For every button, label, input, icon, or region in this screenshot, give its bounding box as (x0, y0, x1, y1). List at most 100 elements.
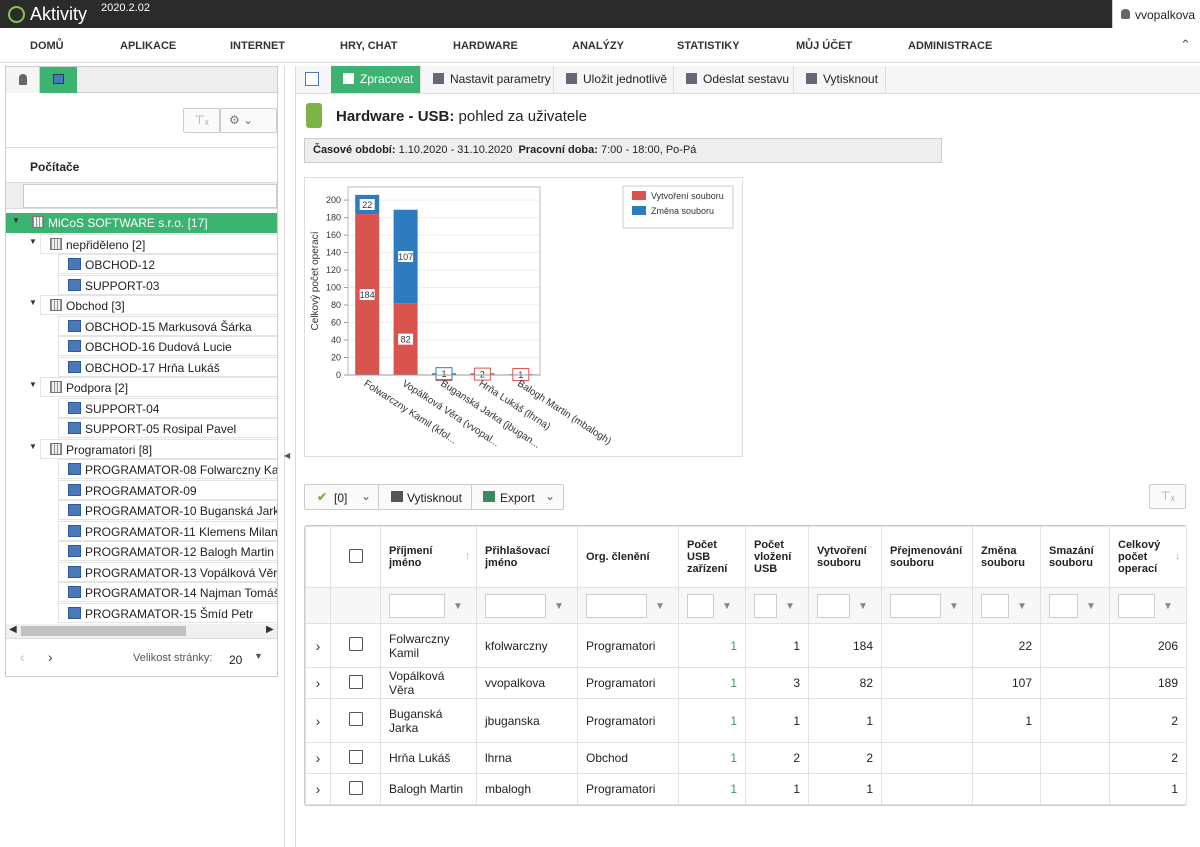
filter-icon[interactable]: ▼ (655, 600, 665, 612)
scroll-right[interactable]: ▶ (266, 624, 274, 635)
tree-label[interactable]: OBCHOD-15 Markusová Šárka (85, 319, 252, 334)
tree-toggle[interactable]: ▼ (12, 216, 20, 225)
tree-label[interactable]: MiCoS SOFTWARE s.r.o. [17] (48, 216, 208, 230)
tree-label[interactable]: Obchod [3] (66, 299, 125, 313)
tab-users[interactable] (6, 67, 40, 93)
tree-node[interactable]: Podpora [2] (40, 377, 277, 397)
checkbox[interactable] (348, 749, 363, 764)
toolbar-button[interactable]: Zpracovat (331, 66, 421, 93)
column-header[interactable]: Org. členění (577, 526, 679, 588)
checkbox[interactable] (348, 780, 363, 795)
menu-item[interactable]: ADMINISTRACE (908, 40, 993, 52)
filter-icon[interactable]: ▼ (453, 600, 463, 612)
tree-node[interactable]: nepřiděleno [2] (40, 233, 277, 254)
splitter[interactable] (284, 66, 285, 847)
clear-filter-button[interactable]: ⊤ₓ (183, 108, 220, 133)
toolbar-button[interactable]: Uložit jednotlivě (554, 66, 674, 93)
column-title[interactable]: Celkový počet operací (1118, 539, 1161, 575)
column-header[interactable]: Přejmenování souboru (881, 526, 973, 588)
data-row[interactable]: › Buganská Jarka jbuganska Programatori 1 1 1 1… (305, 698, 1187, 743)
expand-cell[interactable]: › (305, 773, 331, 805)
column-title[interactable]: Počet USB zařízení (687, 539, 728, 575)
tree-label[interactable]: PROGRAMATOR-14 Najman Tomáš (85, 586, 277, 600)
filter-input[interactable] (817, 593, 850, 618)
tab-computers[interactable] (40, 67, 77, 93)
column-title[interactable]: Org. členění (586, 551, 650, 563)
tree-label[interactable]: PROGRAMATOR-12 Balogh Martin (85, 545, 274, 559)
selected-count[interactable]: [0] (334, 491, 348, 505)
menu-item[interactable]: HARDWARE (453, 40, 518, 52)
toolbar-label[interactable]: Zpracovat (360, 72, 414, 86)
filter-icon[interactable]: ▼ (1017, 600, 1027, 612)
tree-node[interactable]: SUPPORT-03 (58, 274, 277, 295)
data-row[interactable]: › Balogh Martin mbalogh Programatori 1 1 1 1 (305, 773, 1187, 805)
sort-icon[interactable]: ↓ (1175, 551, 1180, 562)
clear-grid-filter[interactable]: ⊤ₓ (1149, 484, 1186, 509)
tree-node[interactable]: PROGRAMATOR-14 Najman Tomáš (58, 582, 277, 602)
column-header[interactable]: Počet vložení USB (745, 526, 809, 588)
user-box[interactable]: vvopalkova (1112, 0, 1200, 28)
menu-toggle[interactable]: ⌃ (1180, 37, 1191, 52)
menu-item[interactable]: HRY, CHAT (340, 40, 398, 52)
tree-label[interactable]: PROGRAMATOR-15 Šmíd Petr (85, 606, 254, 621)
page-size-arrow[interactable]: ▼ (254, 651, 263, 661)
toolbar-label[interactable]: Vytisknout (823, 72, 878, 86)
checkbox[interactable] (348, 674, 363, 689)
filter-icon[interactable]: ▼ (1163, 600, 1173, 612)
filter-input[interactable] (687, 593, 714, 618)
tree-toggle[interactable]: ▼ (29, 298, 37, 307)
checkbox[interactable] (348, 548, 363, 563)
column-header[interactable]: Počet USB zařízení (678, 526, 746, 588)
tree-node[interactable]: PROGRAMATOR-12 Balogh Martin (58, 541, 277, 561)
filter-input[interactable] (1049, 593, 1078, 618)
toolbar-label[interactable]: Uložit jednotlivě (583, 72, 668, 86)
tree-node[interactable]: OBCHOD-17 Hrňa Lukáš (58, 356, 277, 377)
filter-icon[interactable]: ▼ (554, 600, 564, 612)
menu-item[interactable]: STATISTIKY (677, 40, 740, 52)
tree-label[interactable]: OBCHOD-17 Hrňa Lukáš (85, 360, 220, 375)
tree-toggle[interactable]: ▼ (29, 441, 37, 451)
tree-node[interactable]: OBCHOD-16 Dudová Lucie (58, 336, 277, 356)
menu-item[interactable]: INTERNET (230, 40, 285, 52)
tree-node[interactable]: OBCHOD-15 Markusová Šárka (58, 315, 277, 336)
menu-item[interactable]: DOMŮ (30, 40, 64, 52)
export-button[interactable]: Export (500, 491, 535, 505)
tree-label[interactable]: Programatori [8] (66, 442, 153, 457)
column-header[interactable]: Smazání souboru (1040, 526, 1110, 588)
tree-options-button[interactable]: ⚙ ⌄ (220, 108, 277, 133)
tree-label[interactable]: PROGRAMATOR-10 Buganská Jarka (85, 504, 277, 518)
tree-node[interactable]: Programatori [8] (40, 438, 277, 459)
toolbar-button[interactable]: Vytisknout (794, 66, 886, 93)
tree-node[interactable]: MiCoS SOFTWARE s.r.o. [17] (6, 213, 277, 233)
checkbox[interactable] (348, 637, 363, 651)
column-title[interactable]: Vytvoření souboru (817, 545, 867, 569)
filter-icon[interactable]: ▼ (949, 600, 959, 612)
toolbar-label[interactable]: Odeslat sestavu (703, 72, 790, 86)
filter-icon[interactable]: ▼ (1086, 600, 1096, 612)
filter-input[interactable] (485, 593, 546, 618)
tree-label[interactable]: PROGRAMATOR-11 Klemens Milan (85, 524, 277, 539)
filter-input[interactable] (1118, 593, 1155, 618)
tree-label[interactable]: nepřiděleno [2] (66, 237, 146, 252)
filter-icon[interactable]: ▼ (722, 600, 732, 612)
tree-node[interactable]: Obchod [3] (40, 295, 277, 315)
collapse-button[interactable] (305, 72, 319, 86)
tree-label[interactable]: PROGRAMATOR-08 Folwarczny Kamil (85, 463, 277, 477)
filter-icon[interactable]: ▼ (785, 600, 795, 612)
pager-next[interactable]: › (48, 649, 53, 665)
menu-item[interactable]: APLIKACE (120, 40, 177, 52)
menu-item[interactable]: ANALÝZY (572, 40, 624, 52)
column-title[interactable]: Změna souboru (981, 545, 1025, 569)
expand-cell[interactable]: › (305, 667, 331, 699)
column-header[interactable]: Celkový počet operací ↓ (1109, 526, 1187, 588)
print-button[interactable]: Vytisknout (407, 491, 462, 505)
export-dropdown[interactable]: ⌄ (545, 489, 556, 503)
filter-icon[interactable]: ▼ (858, 600, 868, 612)
tree-node[interactable]: PROGRAMATOR-10 Buganská Jarka (58, 500, 277, 520)
toolbar-button[interactable]: Nastavit parametry (421, 66, 554, 93)
tree-label[interactable]: SUPPORT-05 Rosipal Pavel (85, 422, 237, 436)
filter-input[interactable] (389, 593, 445, 618)
tree-node[interactable]: PROGRAMATOR-15 Šmíd Petr (58, 602, 277, 623)
tree-search-input[interactable] (23, 184, 277, 208)
tree-node[interactable]: SUPPORT-04 (58, 397, 277, 418)
